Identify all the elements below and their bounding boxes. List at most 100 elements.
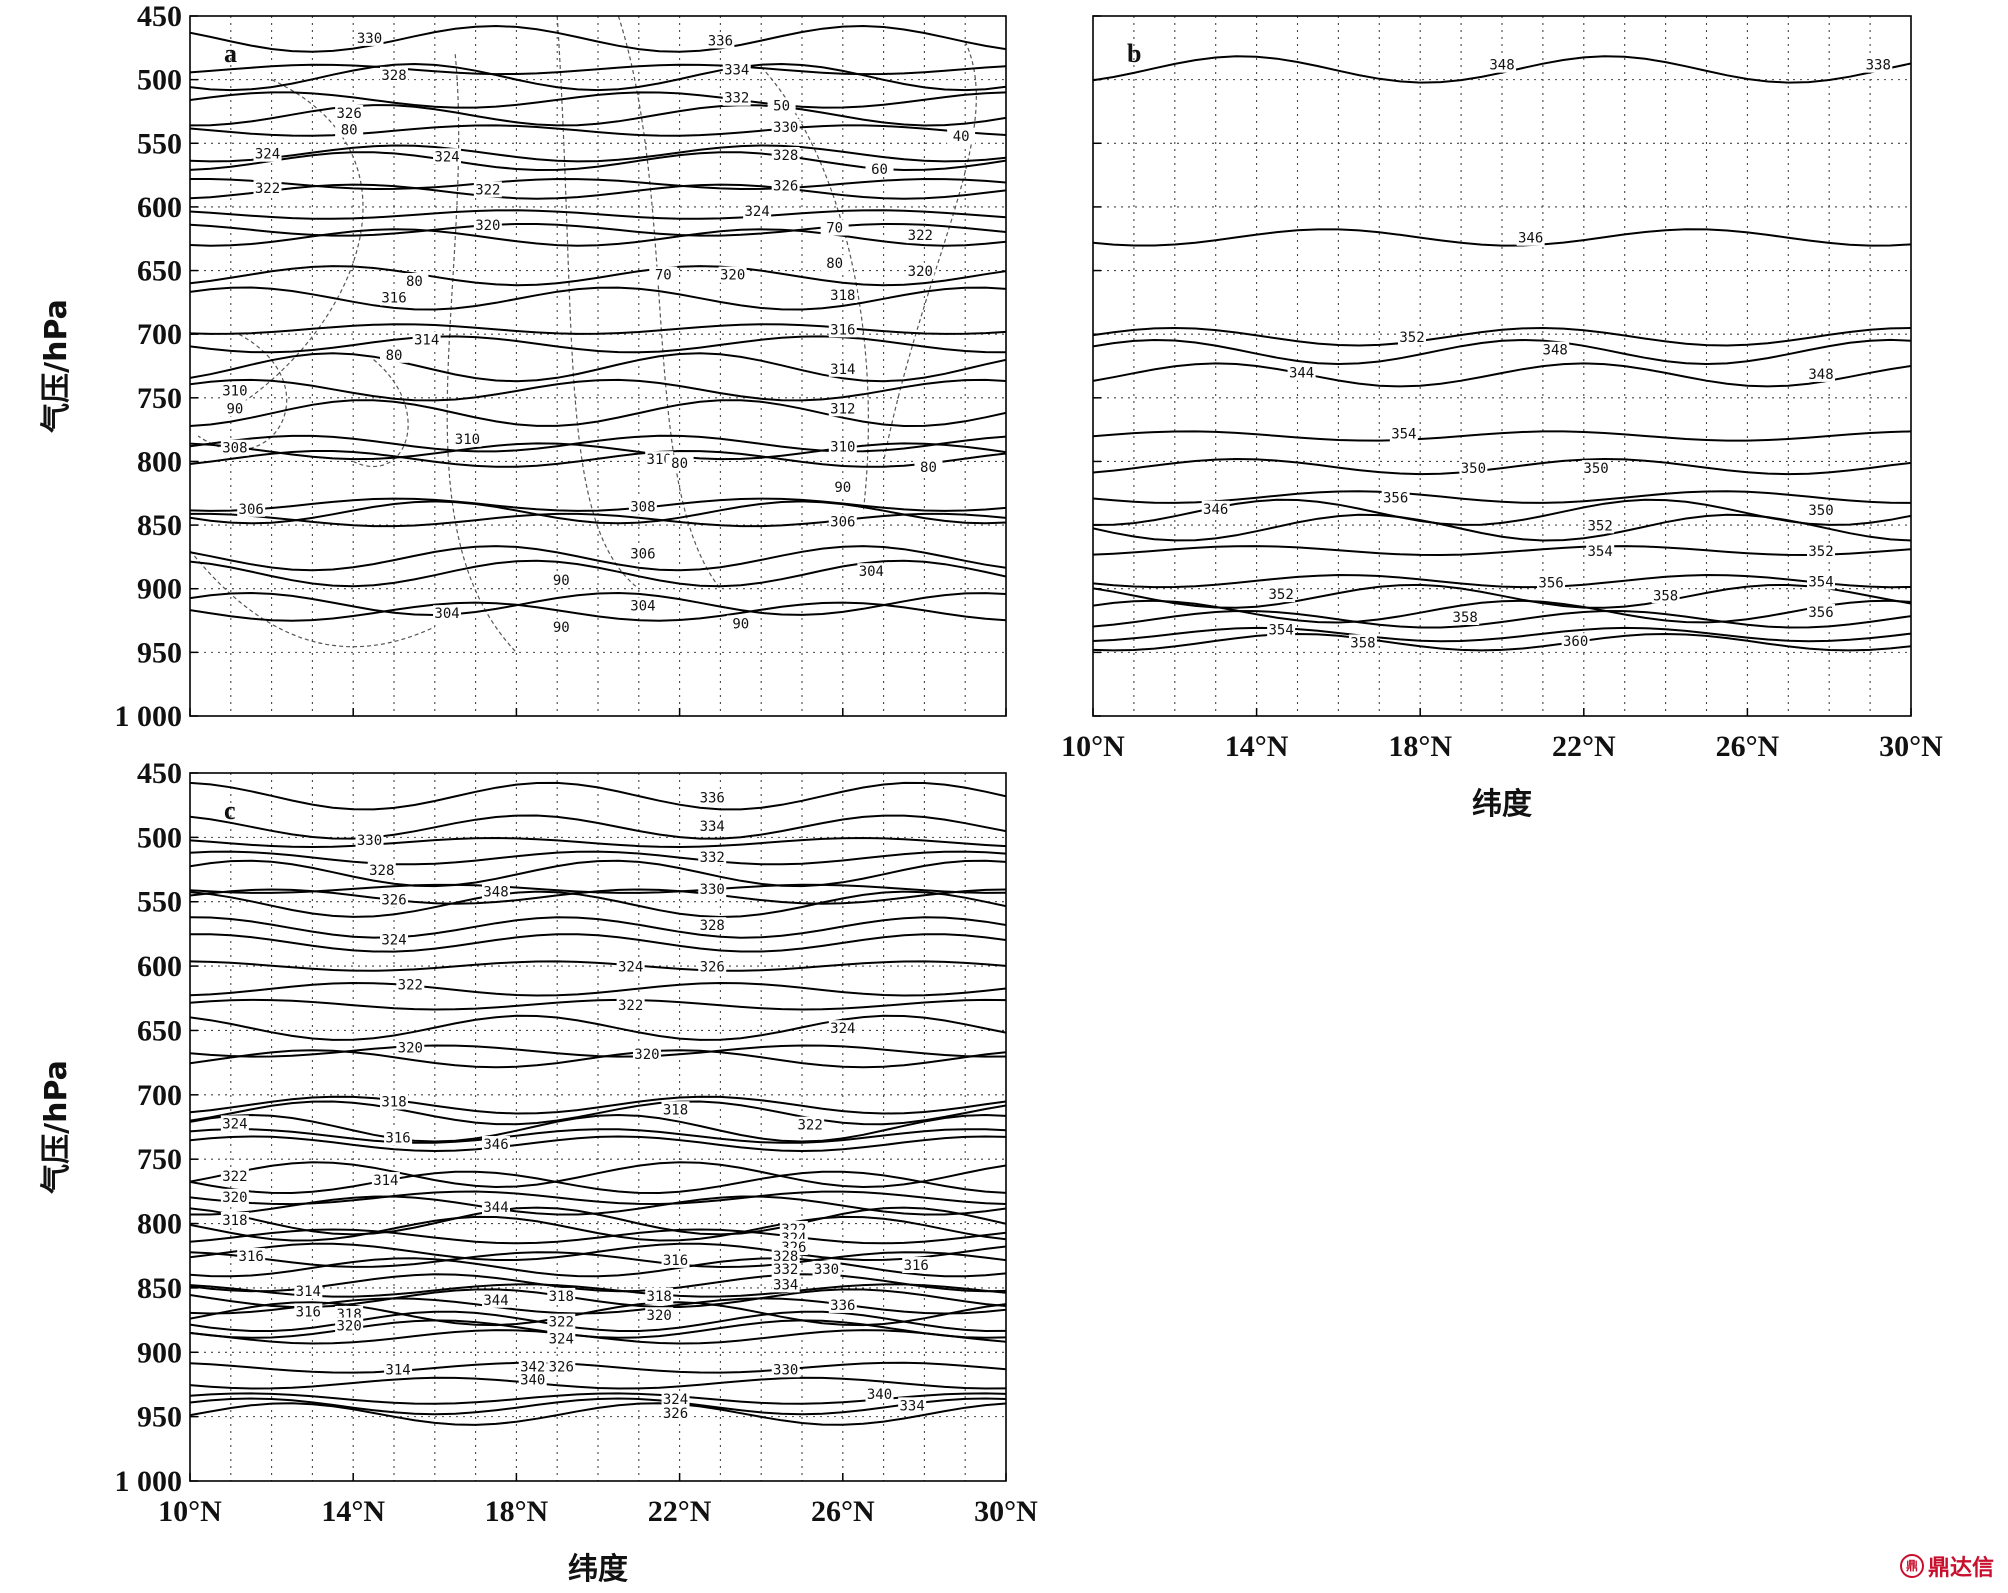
contour-label: 348 [1543, 343, 1568, 359]
contour-label-bg [906, 262, 935, 279]
theta-contour-line [190, 1161, 1006, 1189]
theta-contour-line [190, 781, 1006, 811]
contour-label-bg [220, 400, 249, 417]
contour-label: 326 [663, 1406, 688, 1422]
contour-label: 60 [871, 162, 888, 178]
contour-label: 330 [357, 833, 382, 849]
watermark-logo-icon: 鼎 [1899, 1554, 1924, 1578]
contour-label: 354 [1588, 544, 1613, 560]
contour-label-bg [645, 1307, 674, 1324]
contour-label-bg [237, 500, 266, 517]
contour-label: 326 [549, 1360, 574, 1376]
theta-contour-line [190, 399, 1006, 428]
theta-contour-line [190, 1190, 1006, 1206]
contour-label: 326 [336, 106, 361, 122]
contour-label: 330 [357, 31, 382, 47]
theta-contour-line [190, 352, 1006, 383]
contour-label-bg [518, 1371, 547, 1388]
contour-label-bg [482, 1136, 510, 1153]
y-tick-label: 750 [137, 382, 182, 415]
theta-contour-line [190, 442, 1006, 461]
contour-label-bg [335, 1317, 364, 1334]
contour-label: 90 [553, 620, 570, 636]
contour-label: 326 [773, 179, 798, 195]
x-tick-label: 18°N [485, 1495, 549, 1528]
contour-label-bg [628, 597, 657, 614]
contour-label: 318 [549, 1289, 574, 1305]
x-tick-label: 10°N [1061, 730, 1125, 763]
contour-label: 50 [773, 98, 790, 114]
theta-contour-line [1093, 430, 1911, 442]
contour-label-bg [1287, 364, 1316, 381]
contour-label-bg [547, 1287, 576, 1304]
contour-label: 324 [255, 147, 280, 163]
contour-label: 80 [386, 348, 403, 364]
contour-label-bg [857, 563, 886, 580]
contour-label-bg [828, 360, 857, 377]
contour-label-bg [645, 1287, 674, 1304]
contour-label-bg [812, 1260, 841, 1277]
contour-label: 318 [381, 1095, 406, 1111]
contour-label-bg [396, 1039, 425, 1056]
contour-label-bg [698, 848, 727, 865]
contour-label: 320 [475, 218, 500, 234]
theta-contour-line [190, 378, 1006, 402]
contour-label-bg [865, 1385, 894, 1402]
contour-label: 316 [381, 291, 406, 307]
contour-label-bg [1582, 460, 1611, 477]
contour-label: 358 [1453, 610, 1478, 626]
contour-label-bg [1586, 517, 1615, 534]
contour-label-bg [1864, 56, 1893, 73]
theta-contour-line [190, 998, 1006, 1011]
contour-label-bg [1201, 500, 1230, 517]
contour-label-bg [220, 1115, 249, 1132]
contour-label-bg [380, 346, 408, 363]
contour-label: 308 [630, 499, 655, 515]
contour-label-bg [384, 1361, 413, 1378]
theta-contour-line [190, 1215, 1006, 1242]
contour-label-bg [743, 203, 772, 219]
contour-label: 334 [900, 1398, 925, 1414]
contour-label: 320 [222, 1190, 247, 1206]
watermark-text: 鼎达信 [1927, 1556, 1994, 1581]
contour-label: 344 [1289, 366, 1314, 382]
contour-label: 80 [406, 274, 423, 290]
contour-label-bg [661, 1405, 690, 1422]
contour-label-bg [698, 958, 727, 975]
contour-label: 346 [483, 1137, 508, 1153]
theta-contour-line [190, 1044, 1006, 1058]
contour-label: 334 [724, 63, 749, 79]
theta-contours [1093, 55, 1911, 652]
contour-label-bg [1451, 609, 1480, 625]
theta-contour-line [190, 63, 1006, 76]
panel-label: c [224, 796, 236, 825]
contour-label: 334 [773, 1277, 798, 1293]
contour-label-bg [380, 289, 408, 306]
theta-contour-line [190, 1376, 1006, 1390]
panel-b: 348 338 346 352 348 344 348 354 350 350 356 346 350 3… [1061, 15, 1943, 822]
contour-label: 324 [663, 1392, 688, 1408]
contour-label: 322 [222, 1169, 247, 1185]
contour-label-bg [649, 266, 678, 283]
theta-contour-line [190, 209, 1006, 220]
panel-label: a [224, 39, 237, 68]
contour-label-bg [220, 1168, 249, 1185]
contour-label: 348 [483, 885, 508, 901]
contour-label-bg [828, 513, 857, 530]
contour-label-bg [661, 1251, 690, 1268]
y-tick-label: 550 [137, 886, 182, 919]
contour-label: 352 [1268, 587, 1293, 603]
contour-label-bg [335, 121, 364, 138]
contour-label: 354 [1268, 623, 1293, 639]
contour-label: 314 [385, 1362, 410, 1378]
contour-label: 322 [475, 182, 500, 198]
theta-contour-line [190, 500, 1006, 525]
contour-label-bg [1807, 603, 1836, 620]
contour-label: 322 [549, 1315, 574, 1331]
contour-label: 318 [663, 1102, 688, 1118]
y-tick-label: 800 [137, 445, 182, 478]
theta-contour-line [190, 601, 1006, 622]
contour-label-bg [253, 180, 282, 197]
theta-contour-line [190, 1402, 1006, 1426]
